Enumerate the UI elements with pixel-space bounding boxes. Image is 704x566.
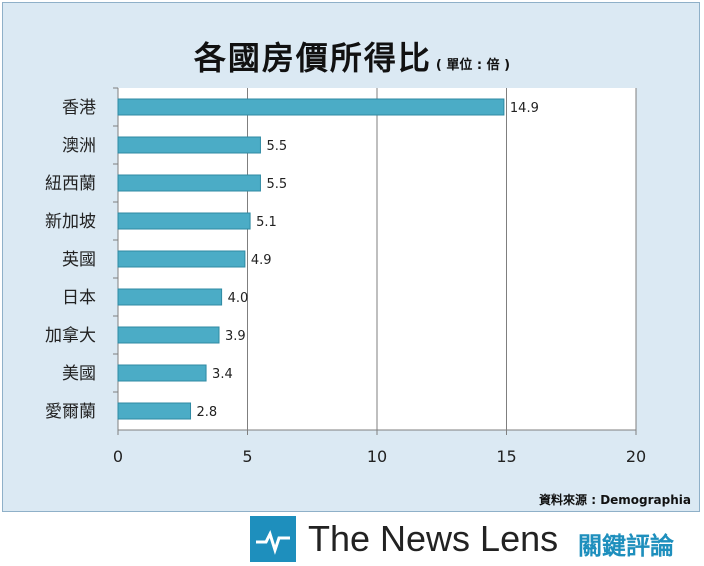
- category-label: 愛爾蘭: [45, 402, 96, 422]
- bar: [117, 402, 192, 420]
- bar: [117, 174, 261, 192]
- data-label: 2.8: [197, 405, 218, 420]
- bar: [117, 364, 207, 382]
- data-label: 4.9: [251, 253, 272, 268]
- source-note: 資料來源 : Demographia: [539, 493, 691, 507]
- category-label: 香港: [62, 98, 96, 118]
- data-label: 5.5: [266, 177, 287, 192]
- data-label: 14.9: [510, 101, 539, 116]
- bar: [117, 288, 223, 306]
- news-lens-logo-icon: [250, 516, 296, 562]
- data-label: 4.0: [228, 291, 249, 306]
- brand-name-cjk: 關鍵評論: [578, 532, 674, 560]
- chart-unit-note: ( 單位 : 倍 ): [435, 58, 511, 73]
- bar: [117, 250, 246, 268]
- data-label: 5.1: [256, 215, 277, 230]
- x-tick-label: 5: [242, 447, 252, 466]
- category-label: 澳洲: [62, 136, 96, 156]
- category-label: 英國: [62, 250, 96, 270]
- category-label: 新加坡: [45, 212, 96, 232]
- chart-title: 各國房價所得比: [193, 39, 432, 77]
- category-label: 加拿大: [45, 325, 96, 346]
- x-tick-label: 10: [367, 447, 387, 466]
- bar: [117, 136, 261, 154]
- category-label: 美國: [62, 364, 96, 384]
- category-label: 日本: [62, 288, 96, 308]
- chart-title-row: 各國房價所得比( 單位 : 倍 ): [3, 33, 701, 79]
- brand-footer: The News Lens 關鍵評論: [250, 516, 700, 562]
- bar: [117, 212, 251, 230]
- category-label: 紐西蘭: [45, 174, 96, 194]
- data-label: 3.9: [225, 329, 246, 344]
- x-tick-label: 20: [626, 447, 646, 466]
- x-tick-label: 15: [496, 447, 516, 466]
- x-tick-label: 0: [113, 447, 123, 466]
- bar: [117, 326, 220, 344]
- data-label: 3.4: [212, 367, 233, 382]
- bar: [117, 98, 505, 116]
- brand-name: The News Lens: [308, 518, 559, 559]
- data-label: 5.5: [266, 139, 287, 154]
